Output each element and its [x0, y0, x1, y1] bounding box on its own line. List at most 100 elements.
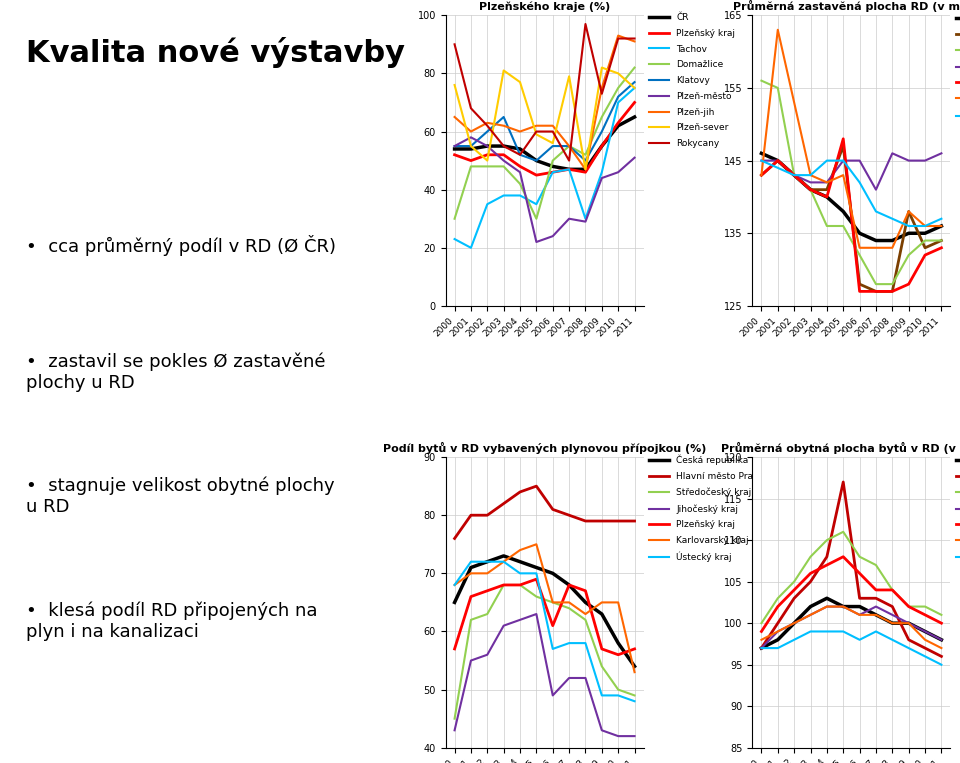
Česká republika — [837, 207, 849, 216]
Tachov — [531, 200, 542, 209]
Rokycany — [580, 19, 591, 28]
Česká republika — [870, 610, 881, 620]
Tachov — [515, 191, 526, 200]
Česká republika — [629, 662, 640, 671]
Text: •  zastavil se pokles Ø zastavěné
plochy u RD: • zastavil se pokles Ø zastavěné plochy … — [26, 353, 325, 391]
Plzeň-sever — [564, 72, 575, 81]
Plzeňský kraj — [466, 156, 477, 165]
Rokycany — [449, 40, 461, 49]
Line: Plzeňský kraj: Plzeňský kraj — [761, 139, 942, 291]
Ústecký kraj — [772, 643, 783, 652]
Středočeský kraj — [886, 585, 898, 594]
ČR — [596, 141, 608, 150]
Tachov — [629, 83, 640, 92]
Středočeský kraj — [772, 83, 783, 92]
Line: Ústecký kraj: Ústecký kraj — [761, 632, 942, 665]
Jihočeský kraj — [903, 619, 915, 628]
Středočeský kraj — [756, 619, 767, 628]
Středočeský kraj — [821, 536, 832, 545]
Plzeňský kraj — [821, 192, 832, 201]
Jihočeský kraj — [580, 674, 591, 683]
Středočeský kraj — [936, 610, 948, 620]
Ústecký kraj — [772, 163, 783, 172]
Hlavní město Praha — [612, 517, 624, 526]
Středočeský kraj — [804, 552, 816, 562]
Hlavní město Praha — [772, 156, 783, 165]
Klatovy — [629, 78, 640, 87]
Line: Hlavní město Praha: Hlavní město Praha — [455, 486, 635, 539]
Plzeňský kraj — [596, 644, 608, 653]
Jihočeský kraj — [804, 610, 816, 620]
Karlovarský kraj — [837, 602, 849, 611]
Plzeň-sever — [612, 69, 624, 78]
Karlovarský kraj — [920, 221, 931, 230]
Karlovarský kraj — [804, 610, 816, 620]
Karlovarský kraj — [853, 243, 865, 253]
Line: Karlovarský kraj: Karlovarský kraj — [761, 30, 942, 248]
Plzeňský kraj — [482, 586, 493, 595]
Ústecký kraj — [596, 691, 608, 700]
Česká republika — [804, 602, 816, 611]
Karlovarský kraj — [756, 636, 767, 645]
Středočeský kraj — [788, 577, 800, 586]
Středočeský kraj — [853, 250, 865, 259]
ČR — [629, 112, 640, 121]
Ústecký kraj — [920, 652, 931, 661]
Plzeňský kraj — [886, 287, 898, 296]
Plzeňský kraj — [449, 644, 461, 653]
Hlavní město Praha — [886, 287, 898, 296]
Plzeň-sever — [482, 156, 493, 165]
Line: Česká republika: Česká republika — [761, 598, 942, 648]
Jihočeský kraj — [936, 636, 948, 645]
Title: Podíl bytů v RD na bytové výstavbě v okresech
Plzeňského kraje (%): Podíl bytů v RD na bytové výstavbě v okr… — [397, 0, 691, 11]
Ústecký kraj — [466, 557, 477, 566]
Česká republika — [772, 636, 783, 645]
Plzeň-sever — [498, 66, 510, 75]
Česká republika — [498, 552, 510, 561]
Plzeňský kraj — [547, 168, 559, 177]
Hlavní město Praha — [788, 171, 800, 180]
Hlavní město Praha — [920, 643, 931, 652]
Line: Karlovarský kraj: Karlovarský kraj — [761, 607, 942, 648]
Plzeň-jih — [498, 121, 510, 130]
Line: Klatovy: Klatovy — [455, 82, 635, 160]
Rokycany — [629, 34, 640, 43]
Plzeň-město — [466, 133, 477, 142]
Středočeský kraj — [837, 527, 849, 536]
Ústecký kraj — [870, 627, 881, 636]
Jihočeský kraj — [870, 185, 881, 195]
Text: •  stagnuje velikost obytné plochy
u RD: • stagnuje velikost obytné plochy u RD — [26, 477, 335, 516]
Plzeň-město — [612, 168, 624, 177]
Plzeň-město — [629, 153, 640, 163]
Karlovarský kraj — [564, 598, 575, 607]
Jihočeský kraj — [498, 621, 510, 630]
Hlavní město Praha — [596, 517, 608, 526]
Plzeň-město — [515, 168, 526, 177]
Ústecký kraj — [903, 221, 915, 230]
Plzeňský kraj — [498, 581, 510, 590]
Klatovy — [498, 112, 510, 121]
Klatovy — [547, 141, 559, 150]
Hlavní město Praha — [531, 481, 542, 491]
Jihočeský kraj — [821, 178, 832, 187]
Line: Hlavní město Praha: Hlavní město Praha — [761, 146, 942, 291]
Hlavní město Praha — [837, 478, 849, 487]
Plzeň-sever — [580, 165, 591, 174]
Jihočeský kraj — [756, 643, 767, 652]
Rokycany — [596, 89, 608, 98]
Středočeský kraj — [936, 236, 948, 245]
Plzeň-jih — [564, 141, 575, 150]
Hlavní město Praha — [756, 171, 767, 180]
Domažlice — [515, 179, 526, 188]
Karlovarský kraj — [482, 568, 493, 578]
Karlovarský kraj — [596, 598, 608, 607]
Plzeňský kraj — [596, 141, 608, 150]
Text: •  cca průměrný podíl v RD (Ø ČR): • cca průměrný podíl v RD (Ø ČR) — [26, 235, 336, 256]
Plzeňský kraj — [564, 581, 575, 590]
Plzeňský kraj — [853, 287, 865, 296]
Česká republika — [903, 619, 915, 628]
Plzeň-město — [564, 214, 575, 224]
Středočeský kraj — [564, 604, 575, 613]
Karlovarský kraj — [580, 610, 591, 619]
Plzeň-sever — [466, 141, 477, 150]
